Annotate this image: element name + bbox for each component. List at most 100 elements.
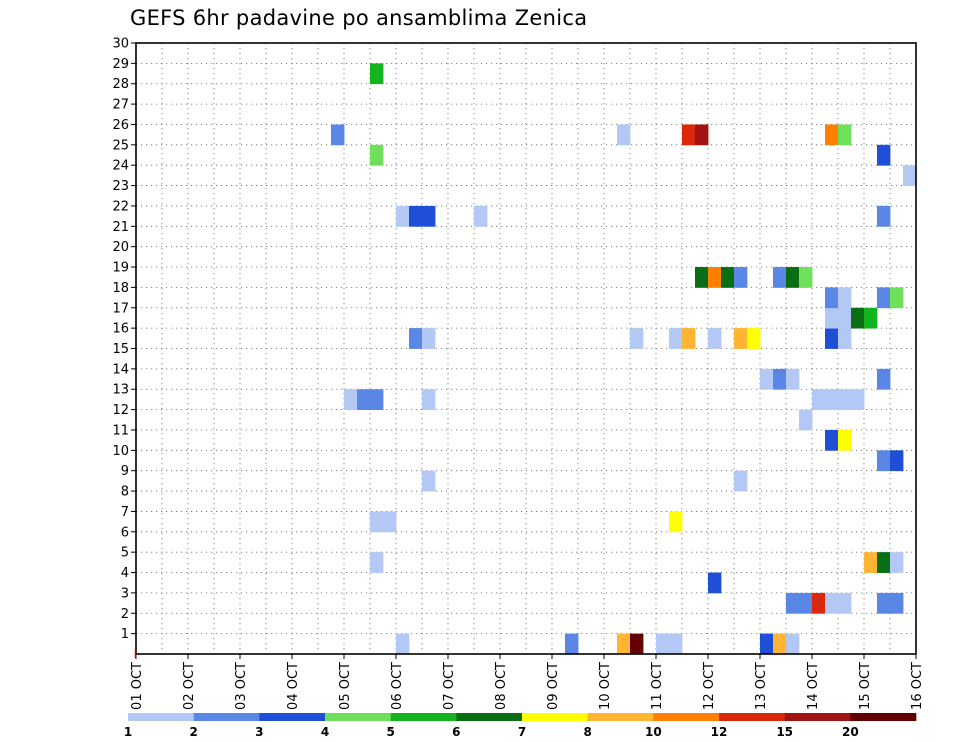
precip-cell xyxy=(838,328,852,349)
precip-cell xyxy=(786,368,800,390)
x-tick-label: 11 OCT xyxy=(650,662,665,710)
y-tick-label: 13 xyxy=(112,383,129,398)
y-tick-label: 3 xyxy=(121,586,129,601)
legend-label: 4 xyxy=(321,725,329,739)
legend-label: 3 xyxy=(255,725,263,739)
y-tick-label: 21 xyxy=(112,220,129,235)
precip-cell xyxy=(773,368,787,390)
precip-cell xyxy=(370,511,384,533)
precip-cell xyxy=(773,267,787,288)
precip-cell xyxy=(851,389,865,410)
y-tick-label: 30 xyxy=(112,37,129,52)
legend-label: 20 xyxy=(842,725,859,739)
precip-cell xyxy=(786,633,800,655)
precip-cell xyxy=(838,307,852,329)
x-tick-label: 16 OCT xyxy=(910,662,925,710)
precip-cell xyxy=(812,592,826,614)
precip-cell xyxy=(877,205,891,227)
y-tick-label: 8 xyxy=(121,485,129,500)
precip-cell xyxy=(370,552,384,573)
y-tick-label: 6 xyxy=(121,525,129,540)
x-tick-label: 08 OCT xyxy=(494,662,509,710)
legend-label: 12 xyxy=(711,725,728,739)
precip-cell xyxy=(877,450,891,472)
precip-cell xyxy=(747,328,761,349)
precip-cell xyxy=(877,552,891,573)
precip-cell xyxy=(669,633,683,655)
precip-cell xyxy=(695,124,709,146)
y-tick-label: 11 xyxy=(112,423,129,438)
precip-cell xyxy=(331,124,345,146)
y-tick-label: 19 xyxy=(112,261,129,276)
legend-color-swatch xyxy=(456,713,523,721)
precip-cell xyxy=(474,205,488,227)
legend-color-swatch xyxy=(259,713,326,721)
precip-cell xyxy=(838,592,852,614)
legend-label: 7 xyxy=(518,725,526,739)
legend-label: 5 xyxy=(386,725,394,739)
precip-cell xyxy=(864,552,878,573)
chart-title: GEFS 6hr padavine po ansamblima Zenica xyxy=(130,6,588,30)
precip-cell xyxy=(903,165,917,186)
precip-cell xyxy=(721,267,735,288)
precip-cell xyxy=(773,633,787,655)
precip-cell xyxy=(825,389,839,410)
x-tick-label: 13 OCT xyxy=(754,662,769,710)
x-tick-label: 12 OCT xyxy=(702,662,717,710)
precip-cell xyxy=(825,328,839,349)
y-tick-label: 27 xyxy=(112,98,129,113)
y-tick-label: 14 xyxy=(112,362,129,377)
x-tick-label: 02 OCT xyxy=(182,662,197,710)
precip-cell xyxy=(890,552,904,573)
y-tick-label: 15 xyxy=(112,342,129,357)
y-tick-label: 16 xyxy=(112,322,129,337)
x-tick-label: 15 OCT xyxy=(858,662,873,710)
precip-cell xyxy=(422,389,436,410)
y-tick-label: 20 xyxy=(112,240,129,255)
precip-cell xyxy=(825,307,839,329)
legend-label: 6 xyxy=(452,725,460,739)
y-tick-label: 26 xyxy=(112,118,129,133)
legend-label: 15 xyxy=(776,725,793,739)
x-tick-label: 06 OCT xyxy=(390,662,405,710)
precip-cell xyxy=(370,144,384,166)
precip-cell xyxy=(370,63,384,85)
precip-cell xyxy=(786,592,800,614)
precip-cell xyxy=(890,287,904,309)
precip-cell xyxy=(682,328,696,349)
precip-cell xyxy=(396,633,410,655)
precip-cell xyxy=(877,368,891,390)
precip-cell xyxy=(656,633,670,655)
precip-cell xyxy=(396,205,410,227)
precip-cell xyxy=(890,450,904,472)
legend-color-swatch xyxy=(653,713,720,721)
legend-label: 1 xyxy=(124,725,132,739)
legend-color-swatch xyxy=(193,713,260,721)
legend-label: 2 xyxy=(189,725,197,739)
x-tick-label: 04 OCT xyxy=(286,662,301,710)
precip-cell xyxy=(734,470,748,492)
precip-cell xyxy=(838,287,852,309)
precip-cell xyxy=(734,267,748,288)
x-tick-label: 09 OCT xyxy=(546,662,561,710)
y-tick-label: 5 xyxy=(121,546,129,561)
precip-cell xyxy=(890,592,904,614)
precip-cell xyxy=(786,267,800,288)
precip-cell xyxy=(630,633,644,655)
y-tick-label: 28 xyxy=(112,77,129,92)
precip-cell xyxy=(617,124,631,146)
precip-cell xyxy=(409,205,423,227)
precip-cell xyxy=(825,287,839,309)
y-tick-label: 4 xyxy=(121,566,129,581)
x-tick-label: 01 OCT xyxy=(130,662,145,710)
precip-cell xyxy=(864,307,878,329)
precip-cell xyxy=(682,124,696,146)
precip-cell xyxy=(695,267,709,288)
y-tick-label: 23 xyxy=(112,179,129,194)
x-tick-label: 07 OCT xyxy=(442,662,457,710)
legend-color-swatch xyxy=(390,713,457,721)
legend-color-swatch xyxy=(719,713,785,721)
precip-cell xyxy=(383,511,397,533)
legend-color-swatch xyxy=(850,713,917,721)
